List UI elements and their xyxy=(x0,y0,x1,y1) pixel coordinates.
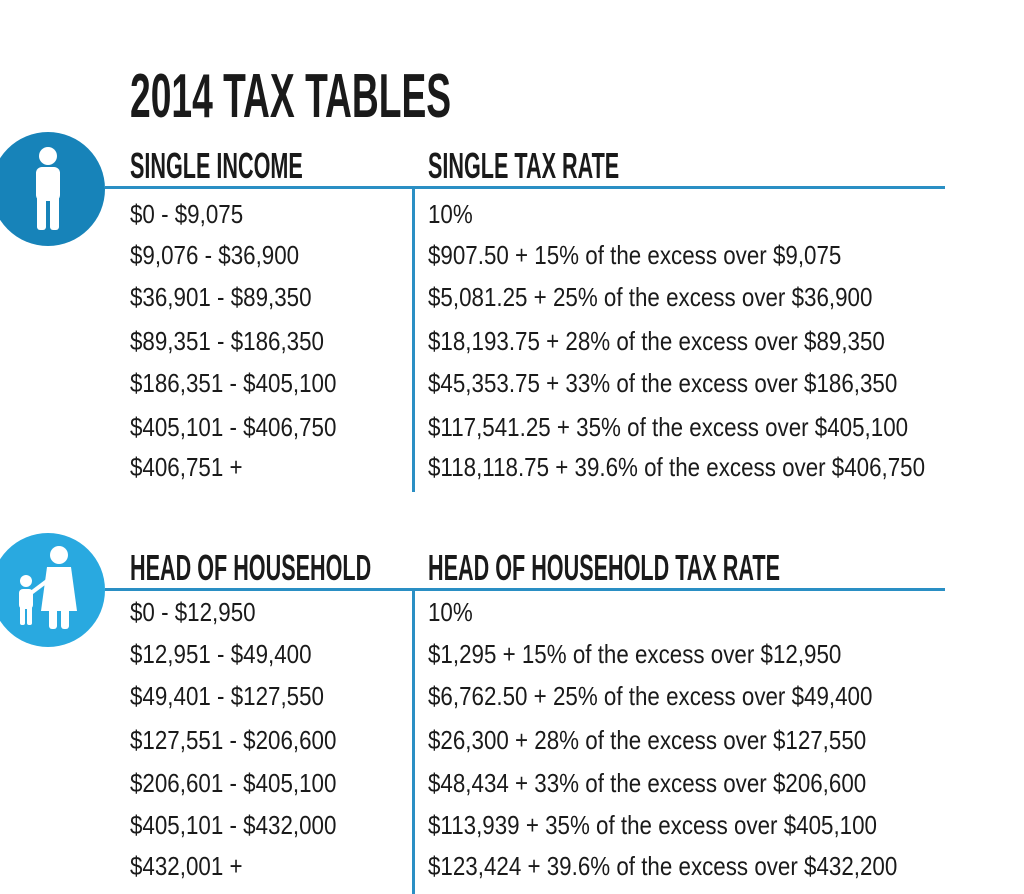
tax-rate: $45,353.75 + 33% of the excess over $186… xyxy=(428,368,898,398)
tax-rate: $123,424 + 39.6% of the excess over $432… xyxy=(428,851,898,881)
tax-rate: 10% xyxy=(428,199,473,229)
income-range: $127,551 - $206,600 xyxy=(130,725,337,755)
column-header: SINGLE INCOME xyxy=(130,145,303,186)
tax-rate: $1,295 + 15% of the excess over $12,950 xyxy=(428,639,842,669)
income-range: $0 - $12,950 xyxy=(130,597,256,627)
tax-rate: $118,118.75 + 39.6% of the excess over $… xyxy=(428,452,926,482)
column-header: HEAD OF HOUSEHOLD xyxy=(130,547,372,588)
income-range: $186,351 - $405,100 xyxy=(130,368,337,398)
header-rule xyxy=(105,186,945,189)
tax-rate: $6,762.50 + 25% of the excess over $49,4… xyxy=(428,681,873,711)
column-header: HEAD OF HOUSEHOLD TAX RATE xyxy=(428,547,781,588)
income-range: $405,101 - $432,000 xyxy=(130,810,337,840)
tax-rate: $117,541.25 + 35% of the excess over $40… xyxy=(428,412,909,442)
tax-rate: $48,434 + 33% of the excess over $206,60… xyxy=(428,768,867,798)
tax-rate: $5,081.25 + 25% of the excess over $36,9… xyxy=(428,282,873,312)
income-range: $432,001 + xyxy=(130,851,243,881)
column-header: SINGLE TAX RATE xyxy=(428,145,620,186)
income-range: $36,901 - $89,350 xyxy=(130,282,312,312)
income-range: $0 - $9,075 xyxy=(130,199,244,229)
income-range: $9,076 - $36,900 xyxy=(130,240,300,270)
title: 2014 TAX TABLES xyxy=(130,62,452,131)
tax-rate: $113,939 + 35% of the excess over $405,1… xyxy=(428,810,877,840)
household-icon xyxy=(0,533,105,647)
tax-rate: $18,193.75 + 28% of the excess over $89,… xyxy=(428,326,885,356)
income-range: $49,401 - $127,550 xyxy=(130,681,324,711)
tax-rate: $26,300 + 28% of the excess over $127,55… xyxy=(428,725,867,755)
income-range: $89,351 - $186,350 xyxy=(130,326,324,356)
income-range: $405,101 - $406,750 xyxy=(130,412,337,442)
column-divider xyxy=(412,588,415,894)
income-range: $206,601 - $405,100 xyxy=(130,768,337,798)
header-rule xyxy=(105,588,945,591)
tax-rate: 10% xyxy=(428,597,473,627)
income-range: $12,951 - $49,400 xyxy=(130,639,312,669)
tax-rate: $907.50 + 15% of the excess over $9,075 xyxy=(428,240,842,270)
income-range: $406,751 + xyxy=(130,452,243,482)
single-icon xyxy=(0,132,105,246)
column-divider xyxy=(412,186,415,492)
